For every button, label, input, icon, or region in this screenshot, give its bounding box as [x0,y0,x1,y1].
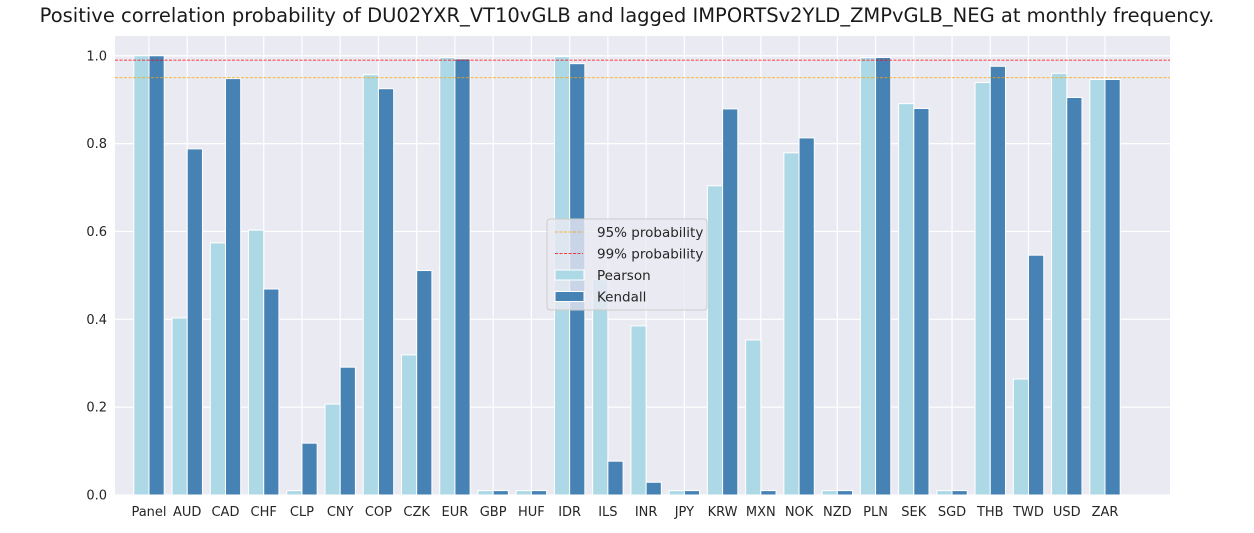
bar-pearson-usd [1051,72,1068,496]
legend-label: Pearson [597,268,651,284]
bar-kendall-twd [1028,254,1045,496]
x-tick-label: JPY [674,505,694,520]
bar-pearson-inr [630,325,647,496]
bar-pearson-jpy [668,490,685,496]
x-tick-label: MXN [746,505,776,520]
bar-kendall-krw [722,108,739,496]
bar-kendall-eur [454,58,471,496]
x-tick-label: SEK [901,505,926,520]
bar-kendall-inr [645,481,662,496]
bar-kendall-thb [989,65,1006,496]
bar-pearson-pln [859,57,877,496]
bar-pearson-sek [898,103,915,496]
bar-kendall-panel [148,55,165,496]
y-tick-label: 0.8 [86,137,107,152]
bar-pearson-gbp [477,490,494,496]
bar-kendall-mxn [760,490,777,496]
x-tick-label: Panel [131,505,166,520]
legend-label: Kendall [597,290,646,306]
chart-title: Positive correlation probability of DU02… [39,4,1215,27]
bar-kendall-nzd [836,490,854,496]
x-tick-label: AUD [173,505,201,520]
y-tick-label: 0.0 [86,489,107,504]
x-tick-label: ILS [598,505,617,520]
bar-kendall-zar [1104,78,1121,496]
bar-pearson-cop [362,74,379,496]
bar-kendall-cop [377,88,395,496]
x-tick-label: SGD [938,505,966,520]
bar-kendall-sgd [951,490,968,496]
x-tick-label: CAD [211,505,239,520]
bar-kendall-ils [607,460,624,496]
bar-kendall-nok [798,137,815,496]
bar-kendall-chf [263,288,280,496]
bar-pearson-nok [783,152,800,496]
x-tick-label: THB [976,505,1004,520]
x-tick-label: GBP [480,505,507,520]
y-tick-label: 0.2 [86,401,107,416]
bar-kendall-pln [875,57,892,496]
legend [546,218,708,311]
bar-kendall-clp [301,442,318,496]
bar-kendall-czk [416,270,433,496]
legend-bar-swatch [554,269,585,281]
x-tick-label: HUF [518,505,545,520]
bar-pearson-zar [1089,78,1106,496]
x-tick-label: ZAR [1092,505,1119,520]
y-tick-label: 0.6 [86,225,107,240]
bar-pearson-thb [974,82,991,496]
bar-kendall-huf [530,490,548,496]
y-tick-label: 0.4 [86,313,107,328]
bar-kendall-sek [913,107,930,496]
legend-label: 95% probability [597,225,703,241]
x-tick-label: CNY [327,505,354,520]
x-tick-label: INR [635,505,658,520]
bar-pearson-clp [286,490,303,496]
x-tick-label: COP [365,505,392,520]
x-tick-label: CHF [251,505,277,520]
bar-pearson-krw [706,185,724,496]
x-tick-label: NZD [823,505,852,520]
bar-kendall-cad [224,78,242,496]
x-tick-label: TWD [1012,505,1044,520]
legend-label: 99% probability [597,247,703,263]
bar-pearson-czk [400,354,418,496]
bar-pearson-chf [248,229,265,496]
bar-kendall-jpy [683,490,701,496]
y-tick-label: 1.0 [86,49,107,64]
x-tick-label: CLP [290,505,314,520]
x-tick-label: USD [1053,505,1081,520]
bar-kendall-cny [339,366,356,496]
bar-kendall-aud [186,148,203,496]
x-tick-label: IDR [558,505,581,520]
x-tick-label: KRW [708,505,738,520]
bar-pearson-aud [171,317,188,496]
bar-pearson-panel [133,55,150,496]
legend-bar-swatch [554,291,585,302]
x-tick-label: EUR [442,505,469,520]
bar-kendall-usd [1066,96,1083,496]
bar-pearson-cny [324,403,341,496]
bar-kendall-gbp [492,490,509,496]
bar-pearson-huf [515,490,532,496]
bar-pearson-twd [1012,378,1030,496]
bar-pearson-mxn [745,339,762,496]
bar-pearson-sgd [936,490,953,496]
bar-pearson-nzd [821,490,838,496]
x-tick-label: PLN [863,505,888,520]
x-tick-label: CZK [403,505,430,520]
x-tick-label: NOK [785,505,814,520]
bar-pearson-eur [439,57,456,496]
bar-pearson-cad [209,242,226,496]
bar-pearson-ils [592,279,609,496]
